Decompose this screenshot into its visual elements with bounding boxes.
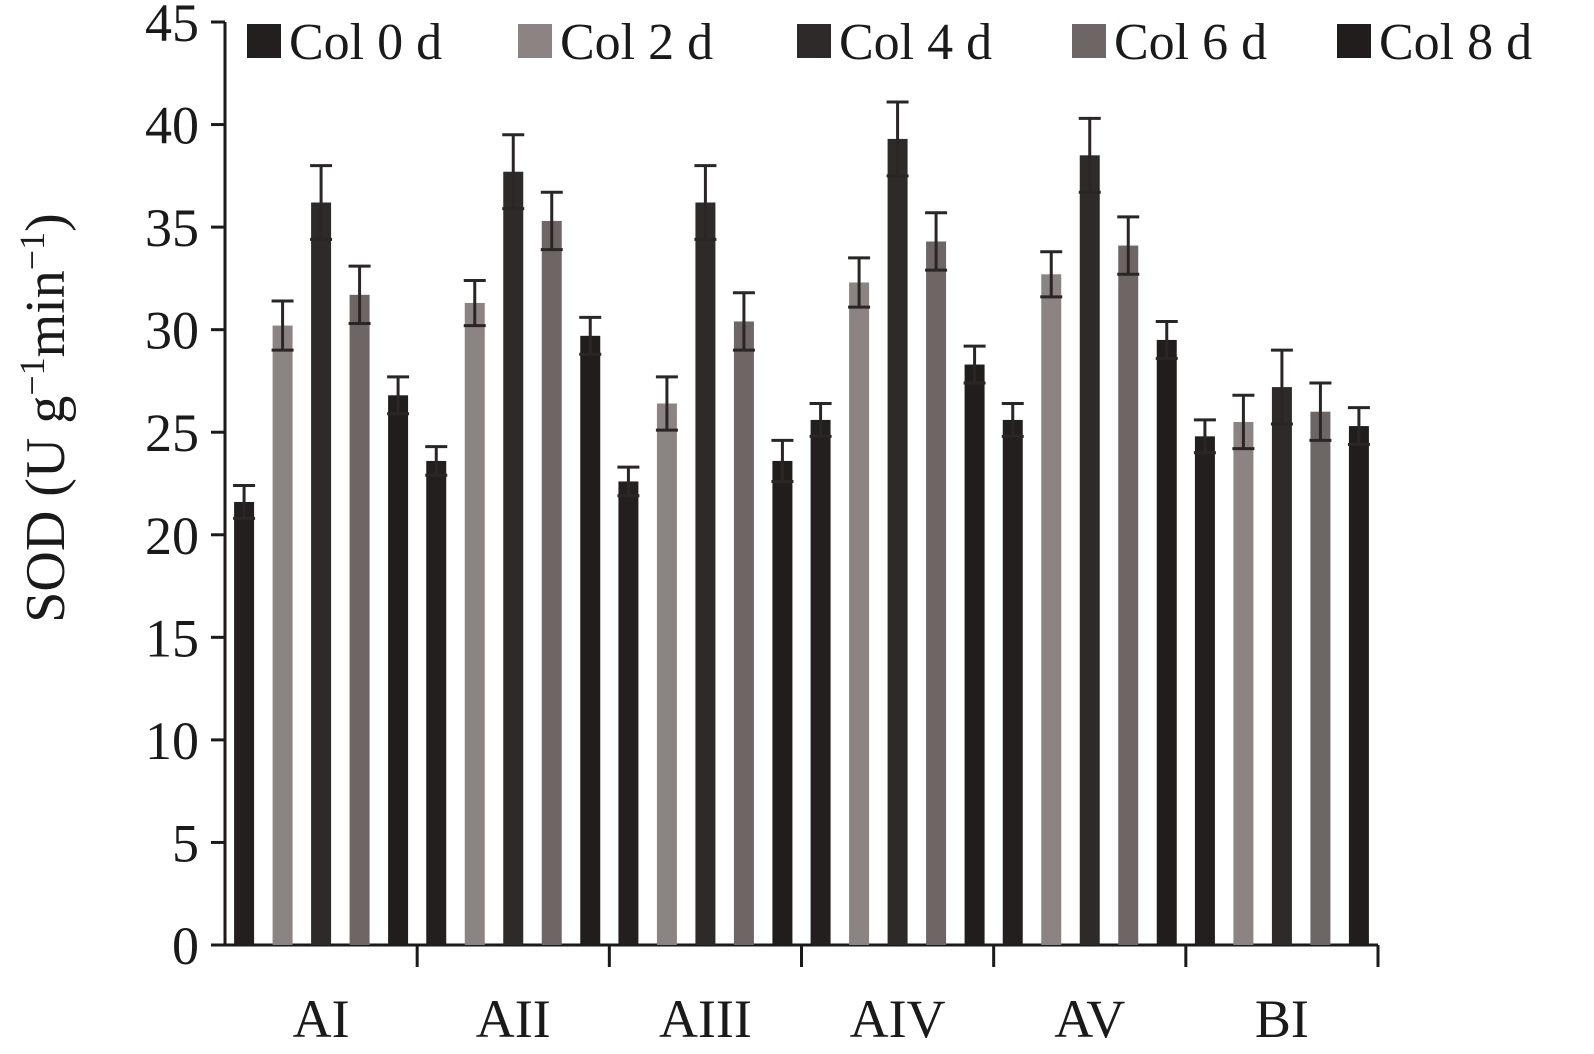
legend-swatch (247, 24, 281, 58)
y-tick-label: 35 (145, 198, 199, 258)
y-tick-label: 5 (172, 813, 199, 873)
error-bar (425, 445, 448, 477)
error-bar (1117, 215, 1140, 276)
error-bar (387, 375, 410, 416)
bar (1041, 274, 1062, 946)
y-tick-label: 25 (145, 403, 199, 463)
bar (1233, 421, 1254, 945)
y-axis-label: SOD (U g−1min−1) (12, 213, 77, 623)
legend: Col 0 d Col 2 d Col 4 d Col 6 d Col 8 d (247, 14, 1532, 71)
error-bar (233, 484, 256, 520)
x-category-label: AII (476, 989, 551, 1049)
bar (311, 202, 332, 945)
error-bar (809, 402, 832, 438)
error-bar (694, 164, 717, 241)
legend-swatch (797, 24, 831, 58)
bar (1118, 245, 1139, 945)
legend-label: Col 2 d (560, 14, 713, 71)
legend-label: Col 6 d (1114, 14, 1267, 71)
legend-swatch (1337, 24, 1371, 58)
bar (1348, 426, 1369, 946)
bar (1271, 387, 1292, 945)
x-category-label: AI (293, 989, 350, 1049)
bar (272, 325, 293, 945)
bar (426, 460, 447, 945)
bar (772, 460, 793, 945)
y-tick-label: 15 (145, 608, 199, 668)
legend-swatch (518, 24, 552, 58)
error-bar (540, 190, 563, 252)
error-bar (1347, 406, 1370, 447)
y-tick-label: 10 (145, 711, 199, 771)
bar (349, 294, 370, 945)
error-bar (463, 278, 486, 328)
axes: 0 5 10 15 20 25 30 35 40 45 AI AII AIII AIV AV BI (145, 0, 1380, 1049)
error-bar (1155, 319, 1178, 360)
bar (464, 303, 485, 946)
bar (541, 220, 562, 946)
bar (234, 501, 255, 945)
legend-label: Col 0 d (289, 14, 442, 71)
bar (926, 241, 947, 946)
error-bar (579, 315, 602, 356)
x-category-label: AIII (659, 989, 752, 1049)
bar (503, 171, 524, 946)
error-bar (925, 211, 948, 272)
y-tick-label: 45 (145, 0, 199, 53)
bar (849, 282, 870, 946)
error-bar (348, 264, 371, 326)
y-tick-label: 30 (145, 301, 199, 361)
bar (656, 403, 677, 945)
bar (1002, 419, 1023, 946)
error-bar (732, 291, 755, 352)
bar (1194, 436, 1215, 945)
error-bar (1001, 402, 1024, 438)
legend-label: Col 8 d (1379, 14, 1532, 71)
legend-swatch (1072, 24, 1106, 58)
y-tick-label: 20 (145, 506, 199, 566)
bar (964, 364, 985, 946)
error-bar (848, 256, 871, 309)
bar (618, 481, 639, 945)
x-category-label: BI (1255, 989, 1309, 1049)
bar (887, 138, 908, 945)
y-axis-title: SOD (U g−1min−1) (12, 213, 77, 623)
bar (1079, 155, 1100, 946)
y-tick-label: 40 (145, 96, 199, 156)
error-bar (1232, 393, 1255, 451)
bar (733, 321, 754, 945)
error-bar (771, 438, 794, 483)
x-category-label: AV (1054, 989, 1125, 1049)
bar (695, 202, 716, 945)
error-bar (310, 164, 333, 241)
bar (1156, 339, 1177, 945)
error-bar (502, 133, 525, 211)
error-bar (1040, 250, 1063, 299)
x-category-label: AIV (850, 989, 946, 1049)
error-bar (271, 299, 294, 352)
bar (810, 419, 831, 946)
error-bar (1078, 116, 1101, 194)
error-bar (1193, 418, 1216, 455)
error-bar (1270, 348, 1293, 426)
bar (580, 335, 601, 945)
error-bar (963, 344, 986, 385)
error-bar (1309, 381, 1332, 442)
bars (233, 100, 1370, 946)
y-tick-label: 0 (172, 916, 199, 976)
bar (388, 395, 409, 945)
bar (1310, 411, 1331, 945)
error-bar (886, 100, 909, 178)
error-bar (617, 465, 640, 498)
error-bar (655, 375, 678, 432)
legend-label: Col 4 d (839, 14, 992, 71)
